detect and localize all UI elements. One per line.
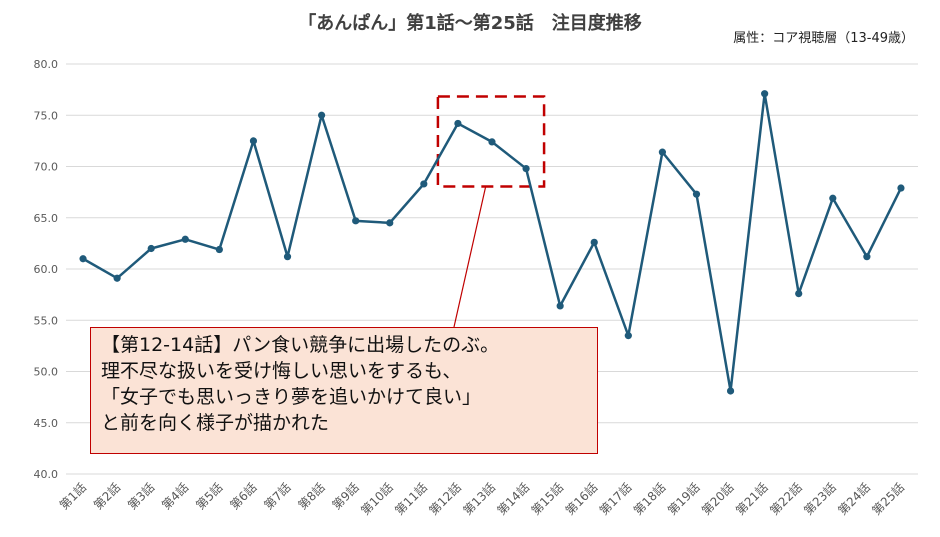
- x-tick-label: 第5話: [193, 480, 226, 513]
- x-tick-label: 第7話: [261, 480, 294, 513]
- data-point: [726, 387, 735, 395]
- x-tick-label: 第10話: [357, 480, 395, 518]
- chart-title: 「あんぱん」第1話～第25話 注目度推移: [298, 13, 642, 34]
- x-tick-label: 第24話: [835, 480, 873, 518]
- data-point: [761, 90, 769, 98]
- x-tick-label: 第8話: [295, 480, 328, 513]
- y-tick-label: 45.0: [34, 417, 59, 430]
- x-tick-label: 第23話: [801, 480, 839, 518]
- annotation-line: 「女子でも思いっきり夢を追いかけて良い」: [101, 386, 482, 408]
- x-tick-label: 第12話: [426, 480, 464, 518]
- data-point: [386, 219, 394, 227]
- y-tick-label: 40.0: [34, 468, 59, 481]
- data-point: [420, 180, 428, 188]
- data-point: [658, 148, 667, 156]
- x-tick-label: 第9話: [329, 480, 362, 513]
- data-point: [454, 119, 462, 128]
- x-tick-label: 第13話: [460, 480, 498, 518]
- data-point: [863, 253, 871, 261]
- x-tick-label: 第22話: [766, 480, 804, 518]
- y-tick-label: 80.0: [34, 58, 59, 71]
- chart-subtitle: 属性：コア視聴層（13-49歳）: [733, 31, 914, 46]
- data-point: [829, 194, 837, 202]
- annotation-callout: 【第12-14話】パン食い競争に出場したのぶ。 理不尽な扱いを受け悔しい思いをす…: [90, 327, 598, 454]
- data-point: [147, 244, 155, 253]
- x-tick-label: 第14話: [494, 480, 532, 518]
- x-tick-label: 第21話: [732, 480, 770, 518]
- data-point: [318, 111, 326, 119]
- y-tick-label: 65.0: [34, 212, 59, 225]
- callout-connector: [453, 186, 487, 328]
- data-point: [590, 238, 598, 246]
- x-tick-label: 第25話: [869, 480, 907, 518]
- x-tick-label: 第19話: [664, 480, 702, 518]
- x-tick-label: 第11話: [392, 480, 430, 518]
- data-point: [556, 302, 564, 310]
- data-point: [624, 332, 632, 340]
- y-tick-label: 55.0: [34, 314, 59, 327]
- data-point: [488, 138, 496, 146]
- x-tick-label: 第18話: [630, 480, 668, 518]
- x-tick-label: 第6話: [227, 480, 260, 513]
- highlight-box: [436, 95, 546, 188]
- annotation-line: 【第12-14話】パン食い競争に出場したのぶ。: [101, 334, 500, 356]
- data-point: [283, 253, 292, 261]
- data-point: [113, 274, 121, 282]
- data-point: [181, 235, 189, 243]
- x-tick-label: 第3話: [124, 480, 157, 513]
- data-point: [795, 290, 803, 298]
- y-tick-label: 50.0: [34, 366, 59, 379]
- x-tick-label: 第2話: [90, 480, 123, 513]
- y-tick-label: 75.0: [34, 109, 59, 122]
- annotation-line: 理不尽な扱いを受け悔しい思いをするも、: [101, 360, 462, 382]
- data-point: [692, 190, 701, 198]
- data-point: [215, 245, 223, 254]
- x-tick-label: 第16話: [562, 480, 600, 518]
- data-point: [249, 137, 258, 145]
- y-tick-label: 60.0: [34, 263, 59, 276]
- x-tick-label: 第1話: [56, 480, 89, 513]
- data-point: [522, 164, 530, 173]
- data-point: [352, 217, 360, 225]
- x-tick-label: 第20話: [698, 480, 736, 518]
- y-tick-label: 70.0: [34, 161, 59, 174]
- x-tick-label: 第4話: [158, 480, 191, 513]
- x-tick-label: 第15話: [528, 480, 566, 518]
- annotation-line: と前を向く様子が描かれた: [101, 412, 330, 434]
- data-point: [897, 184, 905, 192]
- data-point: [79, 255, 87, 263]
- x-tick-label: 第17話: [596, 480, 634, 518]
